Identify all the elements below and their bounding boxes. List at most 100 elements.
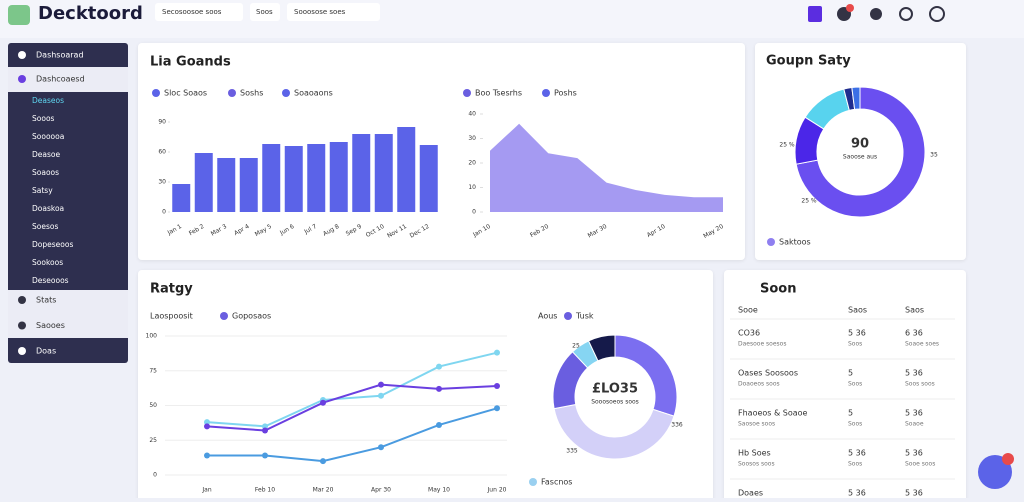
center-value: £LO35 bbox=[592, 382, 638, 397]
cell-sub: Daesooe soesos bbox=[738, 341, 786, 348]
sidebar bbox=[8, 43, 128, 363]
cell: 5 36 bbox=[848, 329, 866, 338]
cell-sub: Soos bbox=[848, 341, 862, 348]
legend-label: Fascnos bbox=[541, 478, 572, 487]
annotation: 335 bbox=[566, 448, 578, 455]
column-header: Sooe bbox=[738, 306, 758, 315]
cell: Oases Soosoos bbox=[738, 369, 798, 378]
icon[interactable] bbox=[929, 6, 945, 22]
point bbox=[436, 421, 442, 428]
bar bbox=[194, 153, 213, 212]
y-tick-label: 0 bbox=[153, 472, 157, 479]
x-tick-label: May 10 bbox=[428, 487, 450, 494]
point bbox=[494, 349, 500, 356]
donut-slice bbox=[851, 86, 861, 110]
cell: 5 36 bbox=[848, 489, 866, 498]
badge bbox=[1002, 453, 1014, 465]
app-title: Decktoord bbox=[38, 3, 143, 24]
sidebar-item: Doas bbox=[36, 347, 56, 356]
badge bbox=[846, 4, 854, 12]
legend-swatch bbox=[529, 478, 537, 486]
sidebar-item: Saooes bbox=[36, 321, 65, 330]
sidebar-item-bg bbox=[8, 67, 128, 92]
point bbox=[378, 444, 384, 451]
bar bbox=[172, 184, 191, 212]
search[interactable] bbox=[155, 3, 243, 21]
point bbox=[204, 423, 210, 430]
point bbox=[204, 419, 210, 426]
donut-slice bbox=[587, 334, 616, 362]
submenu-item: Doaskoa bbox=[32, 204, 64, 213]
cell: 6 36 bbox=[905, 329, 923, 338]
cell: 5 bbox=[848, 369, 853, 378]
line bbox=[206, 383, 498, 432]
icon[interactable] bbox=[899, 7, 913, 21]
cell-sub: Soos soos bbox=[905, 381, 935, 388]
card-title: Soon bbox=[760, 282, 796, 297]
search-text: Secosoosoe soos bbox=[162, 8, 222, 16]
sidebar-icon bbox=[18, 347, 26, 355]
y-tick-label: 30 bbox=[158, 179, 166, 186]
fab[interactable] bbox=[978, 455, 1012, 489]
legend-label: Soaoaons bbox=[294, 89, 333, 98]
point bbox=[262, 427, 268, 434]
bar bbox=[374, 134, 393, 212]
bar bbox=[329, 142, 348, 212]
legend-swatch bbox=[542, 89, 550, 97]
line bbox=[206, 351, 498, 428]
cell: Doaes bbox=[738, 489, 763, 498]
submenu-item: Satsy bbox=[32, 186, 53, 195]
sidebar-item: Stats bbox=[36, 296, 56, 305]
cell-sub: Soos bbox=[848, 381, 862, 388]
x-tick-label: Feb 10 bbox=[255, 487, 275, 494]
y-tick-label: 0 bbox=[162, 209, 166, 216]
legend-label: Aous bbox=[538, 312, 557, 321]
cell-sub: Soos bbox=[848, 421, 862, 428]
icon[interactable] bbox=[808, 6, 822, 22]
legend-swatch bbox=[767, 238, 775, 246]
center-label: Sooosoeos soos bbox=[591, 399, 639, 406]
submenu-item: Deasoe bbox=[32, 150, 60, 159]
bar bbox=[397, 127, 416, 212]
sidebar-item: Dashcoaesd bbox=[36, 75, 85, 84]
y-tick-label: 25 bbox=[149, 437, 157, 444]
logo bbox=[8, 5, 30, 25]
cell: 5 36 bbox=[905, 409, 923, 418]
submenu-item: Dopeseoos bbox=[32, 240, 73, 249]
donut-slice bbox=[795, 86, 926, 218]
card bbox=[138, 270, 713, 502]
legend-label: Poshs bbox=[554, 89, 577, 98]
cell-sub: Soaoe soes bbox=[905, 341, 939, 348]
cell: 5 36 bbox=[905, 449, 923, 458]
point bbox=[320, 458, 326, 465]
cell: CO36 bbox=[738, 329, 760, 338]
icon[interactable] bbox=[870, 8, 882, 20]
annotation: 25 bbox=[572, 343, 580, 350]
card-title: Ratgy bbox=[150, 282, 193, 297]
y-tick-label: 100 bbox=[146, 333, 158, 340]
cell-sub: Soaoe bbox=[905, 421, 924, 428]
y-tick-label: 60 bbox=[158, 149, 166, 156]
legend-swatch bbox=[220, 312, 228, 320]
x-tick-label: Mar 20 bbox=[313, 487, 334, 494]
annotation: 25 % bbox=[779, 142, 795, 149]
search[interactable] bbox=[250, 3, 280, 21]
bar bbox=[352, 134, 371, 212]
bar bbox=[284, 146, 303, 212]
search[interactable] bbox=[287, 3, 380, 21]
y-tick-label: 50 bbox=[149, 402, 157, 409]
legend-swatch bbox=[526, 312, 534, 320]
cell: 5 bbox=[848, 409, 853, 418]
x-tick-label: Jun 20 bbox=[487, 487, 507, 494]
cell: 5 36 bbox=[905, 369, 923, 378]
cell: 5 36 bbox=[848, 449, 866, 458]
center-value: 90 bbox=[851, 137, 869, 152]
cell: 5 36 bbox=[905, 489, 923, 498]
point bbox=[494, 383, 500, 390]
cell: Fhaoeos & Soaoe bbox=[738, 409, 808, 418]
header bbox=[0, 0, 1024, 38]
submenu-item: Soaoos bbox=[32, 168, 59, 177]
sidebar-icon bbox=[18, 51, 26, 59]
point bbox=[204, 452, 210, 459]
